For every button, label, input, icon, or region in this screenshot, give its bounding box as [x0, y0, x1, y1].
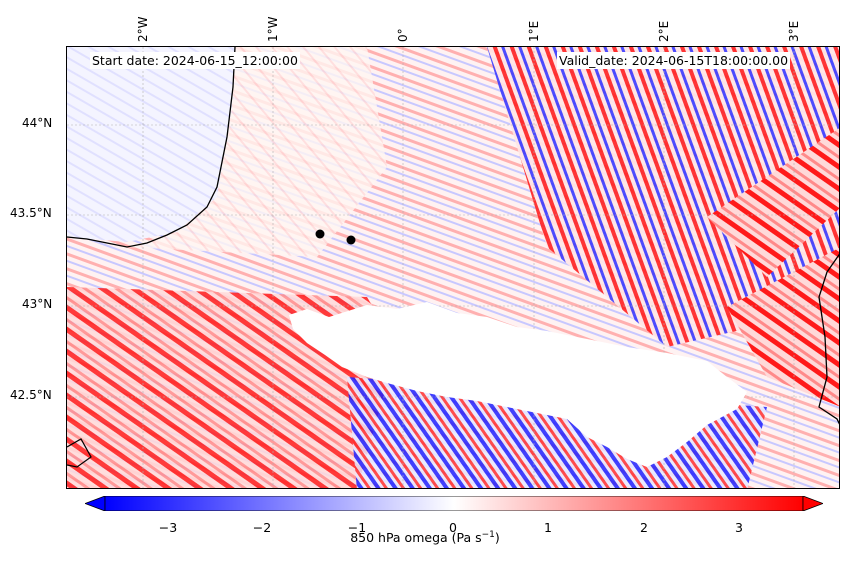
- colorbar-tick: −1: [347, 520, 367, 535]
- coastline-southwest: [67, 438, 92, 468]
- colorbar-body: [104, 496, 804, 511]
- marker-point-1[interactable]: [315, 229, 325, 239]
- map-panel[interactable]: [66, 46, 840, 489]
- colorbar-extend-min: [85, 496, 106, 511]
- colorbar-tick: 2: [640, 520, 648, 535]
- lon-label-1w: 1°W: [266, 16, 280, 43]
- omega-field: [67, 47, 839, 488]
- masked-terrain: [289, 302, 747, 467]
- start-date-label: Start date: 2024-06-15_12:00:00: [90, 52, 300, 69]
- lat-label-42-5n: 42.5°N: [10, 388, 52, 402]
- coastline-east: [818, 253, 839, 425]
- colorbar-tick: 3: [735, 520, 743, 535]
- colorbar-label-end: ): [494, 530, 500, 546]
- colorbar-extend-max: [802, 496, 823, 511]
- lat-label-43-5n: 43.5°N: [10, 206, 52, 220]
- colorbar-tick: 1: [544, 520, 552, 535]
- coastline: [67, 47, 236, 248]
- colorbar-tick: −2: [252, 520, 272, 535]
- lon-label-3e: 3°E: [787, 20, 801, 42]
- lon-label-0: 0°: [396, 28, 410, 42]
- lat-label-43n: 43°N: [22, 297, 53, 311]
- colorbar-tick: −3: [158, 520, 178, 535]
- colorbar-label-exponent: −1: [481, 530, 495, 540]
- lon-label-2e: 2°E: [657, 20, 671, 42]
- lon-label-1e: 1°E: [527, 20, 541, 42]
- colorbar-label: 850 hPa omega (Pa s−1): [0, 530, 850, 545]
- lon-label-2w: 2°W: [136, 16, 150, 43]
- colorbar-tick: 0: [449, 520, 457, 535]
- marker-point-2[interactable]: [346, 235, 356, 245]
- valid-date-label: Valid_date: 2024-06-15T18:00:00.00: [557, 52, 791, 69]
- lat-label-44n: 44°N: [22, 116, 53, 130]
- colorbar: [85, 496, 823, 511]
- colorbar-label-main: 850 hPa omega (Pa s: [350, 530, 482, 546]
